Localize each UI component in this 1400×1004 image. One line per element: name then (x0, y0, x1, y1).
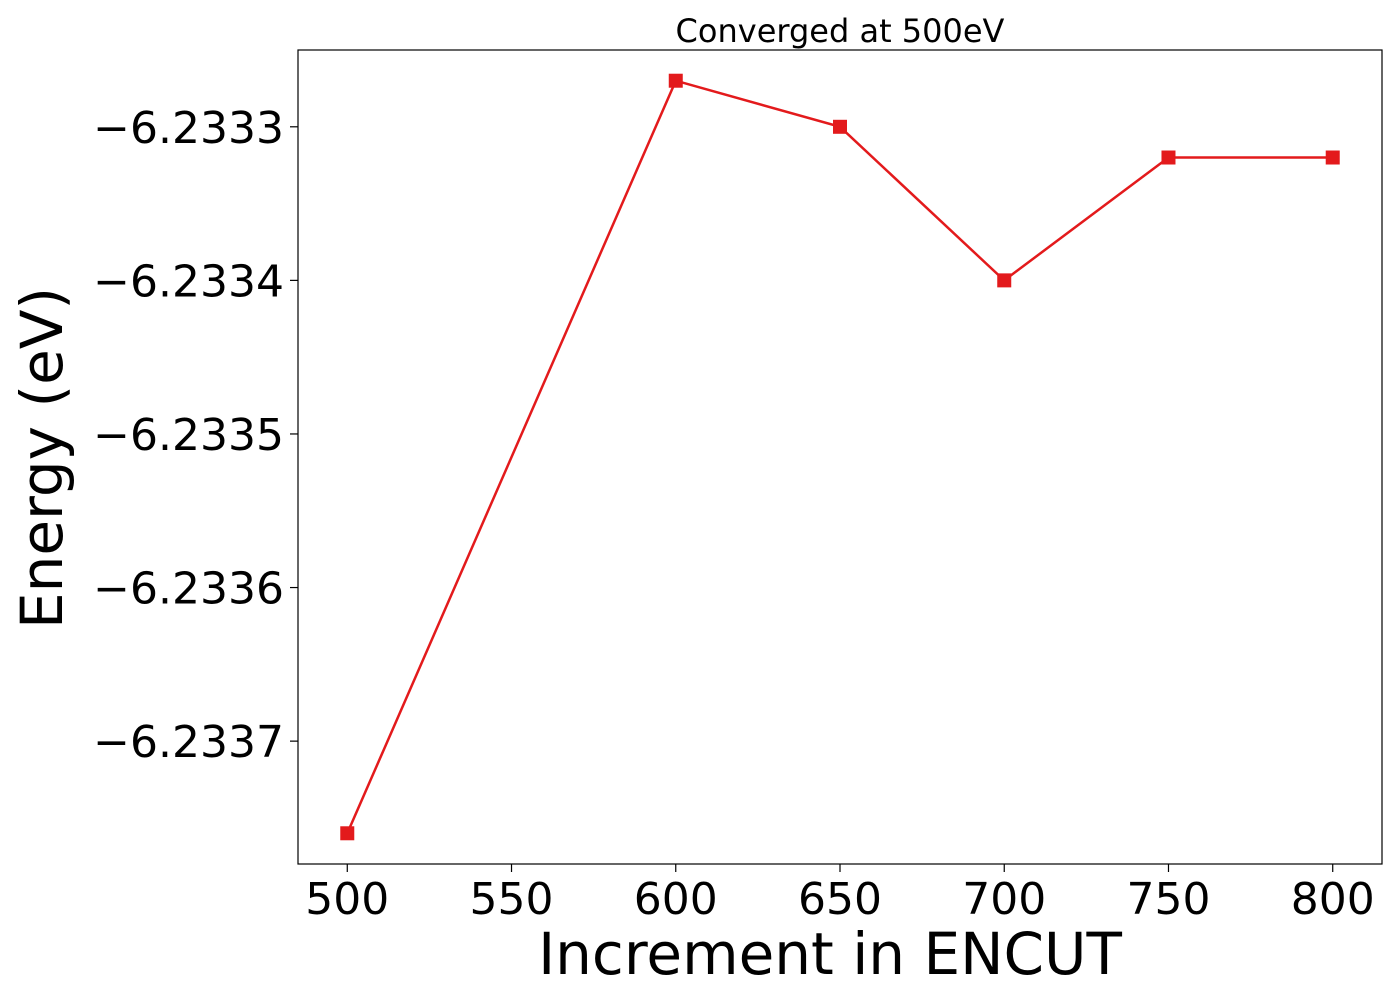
x-tick-label: 700 (962, 874, 1046, 925)
x-tick-label: 600 (634, 874, 718, 925)
y-axis-label: Energy (eV) (8, 287, 76, 629)
x-tick-label: 500 (305, 874, 389, 925)
y-tick-label: −6.2333 (93, 103, 284, 154)
data-point-marker (997, 273, 1012, 288)
data-point-marker (668, 73, 683, 88)
chart-title: Converged at 500eV (676, 12, 1005, 50)
x-tick-label: 800 (1291, 874, 1375, 925)
y-tick-label: −6.2334 (93, 256, 284, 307)
x-tick-label: 550 (470, 874, 554, 925)
data-point-marker (1161, 150, 1176, 165)
x-axis-ticks: 500 550 600 650 700 750 800 (305, 864, 1375, 925)
plot-frame (297, 49, 1383, 865)
x-tick-label: 750 (1126, 874, 1210, 925)
y-tick-label: −6.2335 (93, 410, 284, 461)
y-tick-label: −6.2336 (93, 564, 284, 615)
data-point-marker (1325, 150, 1340, 165)
x-tick-label: 650 (798, 874, 882, 925)
data-point-marker (833, 119, 847, 134)
series-layer (340, 73, 1340, 841)
series-line (346, 79, 1333, 834)
y-tick-label: −6.2337 (93, 717, 284, 768)
x-axis-label: Increment in ENCUT (538, 920, 1122, 988)
y-axis-ticks: −6.2333 −6.2334 −6.2335 −6.2336 −6.2337 (93, 103, 298, 768)
data-point-marker (340, 826, 355, 841)
